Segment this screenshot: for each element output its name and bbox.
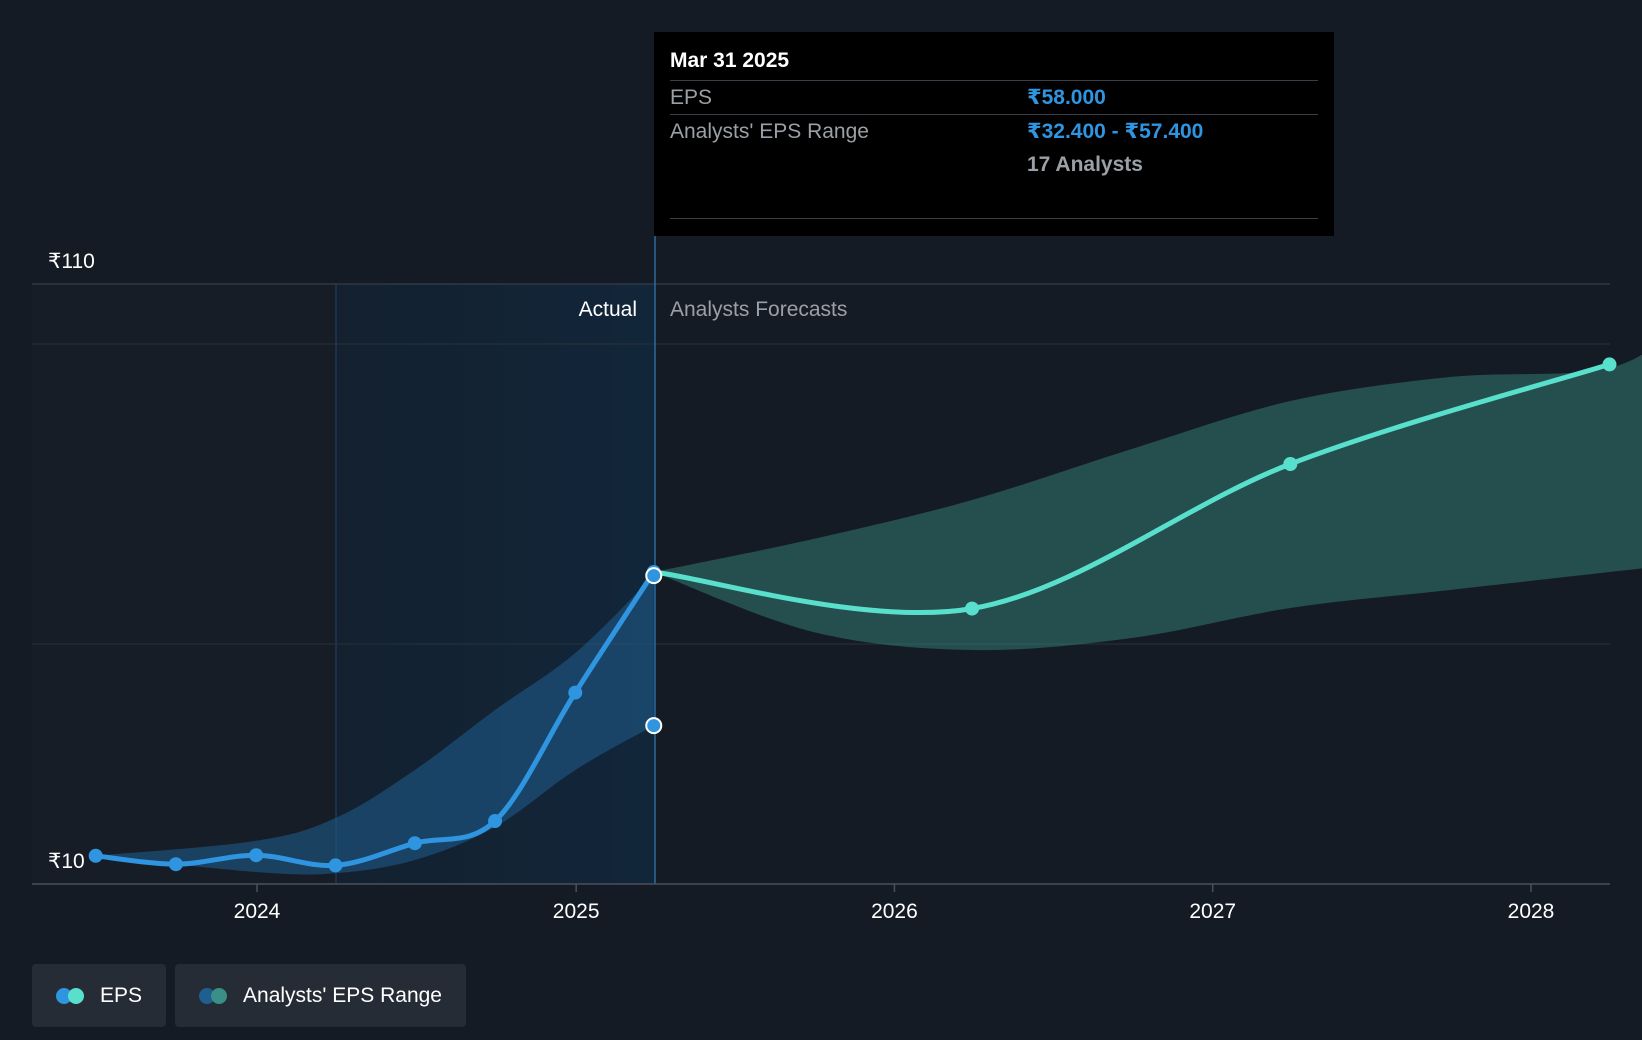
tooltip-date: Mar 31 2025: [670, 49, 790, 72]
tooltip-eps-value: ₹58.000: [1027, 86, 1106, 109]
swatch-dot: [211, 987, 228, 1004]
eps-point-actual[interactable]: [568, 685, 583, 700]
legend-item-eps[interactable]: EPS: [32, 964, 167, 1027]
legend-label-eps-range: Analysts' EPS Range: [243, 983, 442, 1007]
tooltip-eps-label: EPS: [670, 86, 713, 109]
tooltip: Mar 31 2025 EPS ₹58.000 Analysts' EPS Ra…: [654, 32, 1334, 236]
eps-point-actual[interactable]: [168, 857, 183, 872]
x-tick-label: 2026: [871, 900, 918, 923]
eps-point-forecast[interactable]: [965, 601, 980, 616]
tooltip-range-value: ₹32.400 - ₹57.400: [1027, 115, 1203, 148]
eps-point-actual[interactable]: [88, 848, 103, 863]
legend-item-eps-range[interactable]: Analysts' EPS Range: [175, 964, 466, 1027]
x-tick-label: 2025: [553, 900, 600, 923]
x-tick-label: 2027: [1189, 900, 1236, 923]
tooltip-range-row: Analysts' EPS Range ₹32.400 - ₹57.400: [670, 114, 1318, 148]
tooltip-eps-row: EPS ₹58.000: [670, 80, 1318, 114]
range-low-marker[interactable]: [645, 717, 663, 735]
tooltip-analysts-row: 17 Analysts: [670, 148, 1318, 181]
tooltip-range-low: ₹32.400: [1027, 120, 1106, 143]
eps-point-forecast[interactable]: [1283, 457, 1298, 471]
eps-line-forecast: [651, 361, 1612, 616]
tooltip-analysts: 17 Analysts: [1027, 153, 1143, 176]
tooltip-divider: [670, 218, 1318, 219]
eps-point-forecast[interactable]: [1602, 357, 1617, 372]
eps-range-swatch-icon: [199, 987, 229, 1005]
actual-label: Actual: [579, 298, 637, 321]
eps-point-actual[interactable]: [488, 814, 503, 828]
eps-point-actual[interactable]: [249, 848, 264, 863]
tooltip-range-label: Analysts' EPS Range: [670, 120, 869, 143]
legend-label-eps: EPS: [100, 983, 143, 1007]
eps-point-actual[interactable]: [407, 836, 422, 851]
range-high-marker[interactable]: [645, 567, 663, 585]
y-label-top: ₹110: [48, 250, 95, 273]
swatch-dot: [68, 987, 84, 1004]
y-label-bottom: ₹10: [48, 850, 85, 873]
tooltip-range-high: ₹57.400: [1124, 120, 1204, 143]
forecast-label: Analysts Forecasts: [670, 298, 847, 321]
pre-highlight-region: [32, 284, 336, 884]
tooltip-range-sep: -: [1105, 120, 1125, 143]
eps-point-actual[interactable]: [328, 858, 343, 873]
legend: EPS Analysts' EPS Range: [32, 964, 466, 1027]
x-tick-label: 2028: [1508, 900, 1555, 923]
eps-swatch-icon: [56, 987, 86, 1005]
x-tick-label: 2024: [234, 900, 281, 923]
